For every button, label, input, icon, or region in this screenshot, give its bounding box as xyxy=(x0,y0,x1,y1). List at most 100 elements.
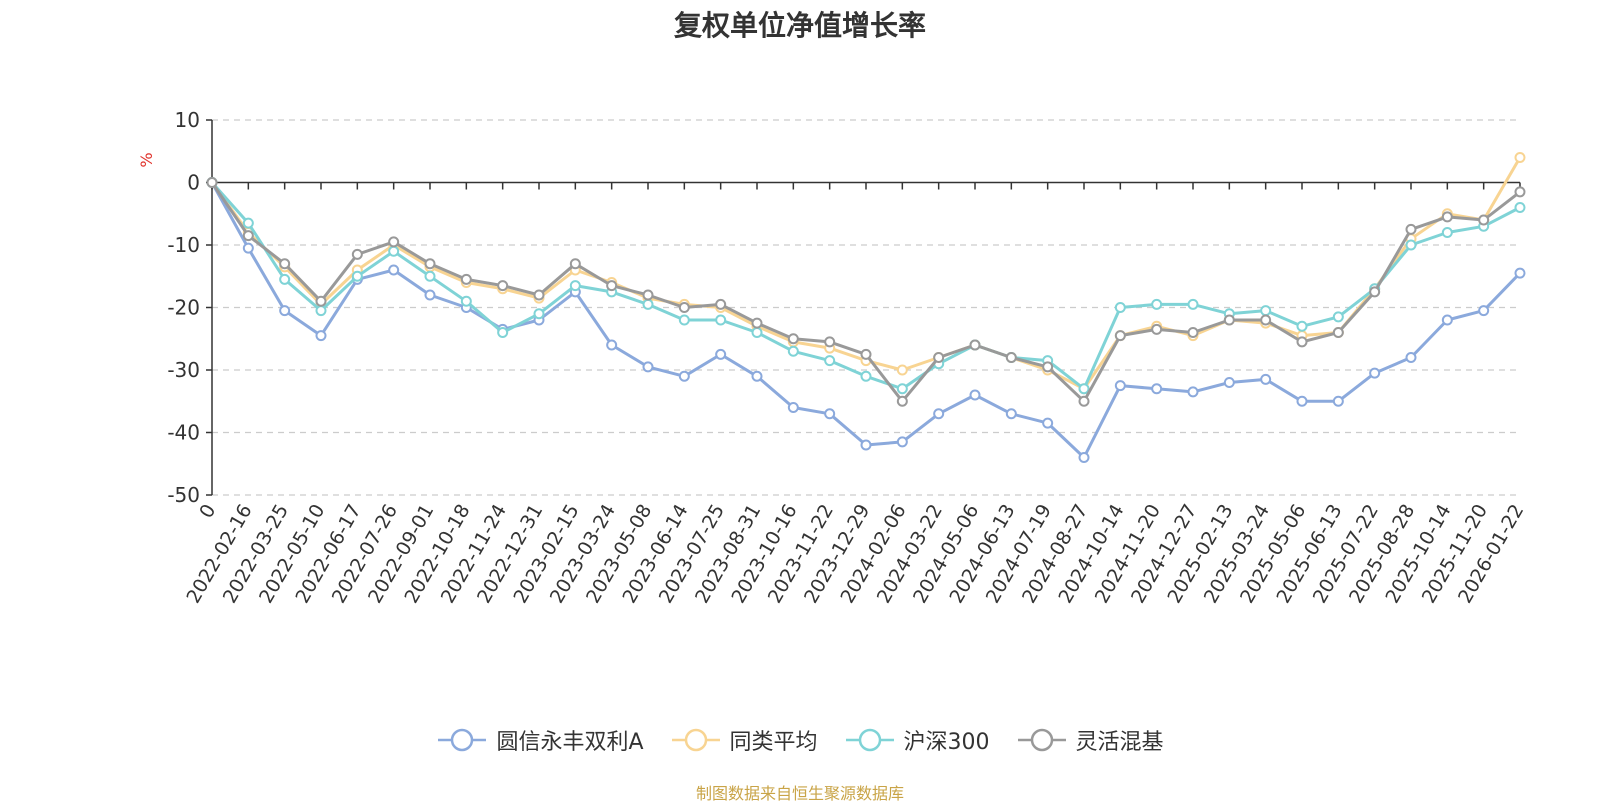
series-point xyxy=(388,236,400,248)
series-point xyxy=(1151,298,1163,310)
series-point xyxy=(351,248,363,260)
series-point xyxy=(1441,314,1453,326)
series-point xyxy=(388,245,400,257)
series-point xyxy=(606,339,618,351)
series-point xyxy=(1114,330,1126,342)
series-point xyxy=(715,314,727,326)
series-point xyxy=(1151,323,1163,335)
series-point xyxy=(1005,408,1017,420)
series-point xyxy=(860,370,872,382)
series-point xyxy=(1369,286,1381,298)
series-point xyxy=(424,270,436,282)
series-point xyxy=(1405,239,1417,251)
series-point xyxy=(678,314,690,326)
series-point xyxy=(896,364,908,376)
source-note: 制图数据来自恒生聚源数据库 xyxy=(695,784,904,803)
y-tick-label: 0 xyxy=(187,171,200,195)
series-point xyxy=(1151,383,1163,395)
series-point xyxy=(969,389,981,401)
series-point xyxy=(279,273,291,285)
series-point xyxy=(787,333,799,345)
series-point xyxy=(1260,305,1272,317)
series-point xyxy=(896,395,908,407)
series-point xyxy=(678,302,690,313)
series-point xyxy=(1005,352,1017,363)
y-tick-label: -10 xyxy=(167,233,200,257)
series-point xyxy=(242,242,254,254)
series-point xyxy=(1114,380,1126,392)
chart-title: 复权单位净值增长率 xyxy=(673,9,926,42)
series-point xyxy=(1478,305,1490,317)
legend-item-3[interactable]: 灵活混基 xyxy=(1016,724,1164,756)
series-point xyxy=(1042,361,1054,373)
y-tick-label: -50 xyxy=(167,483,200,507)
series-point xyxy=(824,336,836,348)
series-point xyxy=(569,280,581,292)
series-point xyxy=(242,230,254,242)
legend-item-2[interactable]: 沪深300 xyxy=(844,724,990,756)
series-point xyxy=(1514,267,1526,279)
series-point xyxy=(787,345,799,357)
series-point xyxy=(678,370,690,382)
legend-label: 灵活混基 xyxy=(1075,730,1164,755)
series-point xyxy=(715,298,727,310)
series-point xyxy=(1187,386,1199,398)
y-tick-label: -20 xyxy=(167,296,200,320)
series-point xyxy=(1114,302,1126,313)
series-point xyxy=(751,317,763,329)
series-point xyxy=(315,330,327,342)
series-point xyxy=(1441,211,1453,223)
x-tick-label: 0 xyxy=(195,501,220,522)
series-point xyxy=(1296,320,1308,332)
series-point xyxy=(1478,214,1490,226)
legend-line-circle-icon xyxy=(671,728,720,752)
series-point xyxy=(351,270,363,282)
series-point xyxy=(606,280,618,292)
series-point xyxy=(1078,452,1090,463)
series-point xyxy=(787,402,799,413)
series-point xyxy=(824,408,836,420)
series-point xyxy=(1369,367,1381,379)
y-axis-unit: % xyxy=(137,152,156,167)
legend-label: 圆信永丰双利A xyxy=(496,730,644,755)
series-point xyxy=(715,348,727,360)
series-point xyxy=(1042,417,1054,429)
series-point xyxy=(860,348,872,360)
legend-label: 同类平均 xyxy=(729,730,818,755)
series-point xyxy=(1332,395,1344,407)
y-tick-label: -40 xyxy=(167,421,200,445)
series-point xyxy=(460,273,472,285)
legend-line-circle-icon xyxy=(845,728,894,752)
series-point xyxy=(1187,327,1199,338)
legend-label: 沪深300 xyxy=(903,730,990,755)
series-point xyxy=(569,258,581,270)
series-point xyxy=(497,327,509,338)
series-point xyxy=(1332,311,1344,323)
series-point xyxy=(424,289,436,301)
legend-item-1[interactable]: 同类平均 xyxy=(670,724,818,756)
series-point xyxy=(1514,202,1526,213)
series-point xyxy=(1260,314,1272,326)
series-point xyxy=(1260,373,1272,385)
series-point xyxy=(460,295,472,307)
series-point xyxy=(497,280,509,292)
series-point xyxy=(242,217,254,229)
series-point xyxy=(279,258,291,270)
series-point xyxy=(1296,395,1308,407)
series-point xyxy=(933,408,945,420)
series-point xyxy=(1405,223,1417,235)
series-point xyxy=(969,339,981,351)
series-point xyxy=(824,355,836,367)
legend-item-0[interactable]: 圆信永丰双利A xyxy=(436,724,644,756)
series-point xyxy=(1405,352,1417,363)
series-point xyxy=(1514,152,1526,163)
y-tick-label: -30 xyxy=(167,358,200,382)
series-point xyxy=(1078,383,1090,395)
series-line-3 xyxy=(210,181,1522,403)
series-point xyxy=(751,370,763,382)
series-point xyxy=(751,327,763,338)
legend-line-circle-icon xyxy=(1017,728,1066,752)
y-tick-label: 10 xyxy=(175,108,200,132)
series-point xyxy=(1223,314,1235,326)
